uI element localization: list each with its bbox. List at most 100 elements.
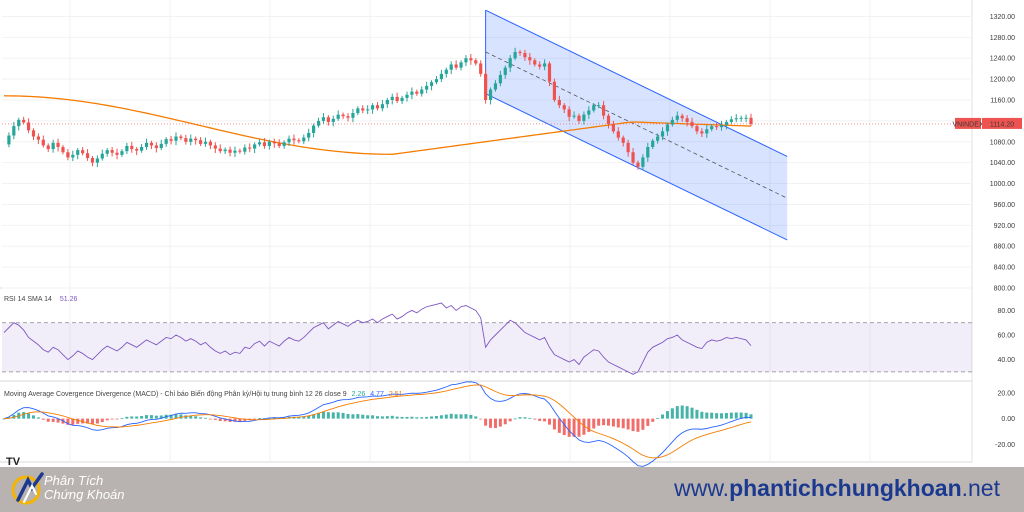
macd-histogram-bar <box>523 417 527 419</box>
macd-histogram-bar <box>592 418 596 429</box>
candle-body <box>41 139 45 146</box>
candle-body <box>12 126 16 136</box>
ticker-label-bg <box>955 117 981 129</box>
macd-histogram-bar <box>120 418 124 420</box>
macd-histogram-bar <box>572 418 576 437</box>
macd-histogram-bar <box>390 415 394 419</box>
candle-body <box>493 83 498 90</box>
candle-body <box>724 121 729 126</box>
macd-histogram-bar <box>376 416 379 419</box>
macd-histogram-bar <box>46 418 50 422</box>
candle-body <box>366 109 370 111</box>
macd-histogram-bar <box>189 415 193 419</box>
macd-histogram-bar <box>749 414 753 419</box>
candle-body <box>292 138 296 141</box>
candle-body <box>656 136 660 141</box>
macd-histogram-bar <box>169 414 173 419</box>
macd-histogram-bar <box>420 417 424 419</box>
macd-histogram-bar <box>577 418 581 437</box>
candle-body <box>262 142 267 146</box>
macd-histogram-bar <box>31 415 35 419</box>
candle-body <box>115 152 119 155</box>
candle-body <box>356 108 360 114</box>
macd-histogram-bar <box>606 418 610 426</box>
candle-body <box>533 60 537 65</box>
macd-histogram-bar <box>110 418 114 420</box>
macd-histogram-bar <box>434 416 438 419</box>
y-tick-label: 800.00 <box>994 286 1016 293</box>
candle-body <box>238 150 242 152</box>
signal-line <box>3 384 752 459</box>
candle-body <box>474 60 478 64</box>
macd-histogram-bar <box>700 411 704 419</box>
website-link[interactable]: www.phantichchungkhoan.net <box>674 475 1000 502</box>
candle-body <box>31 130 36 137</box>
candle-body <box>36 136 41 140</box>
candle-body <box>144 142 149 147</box>
macd-histogram-bar <box>533 418 537 420</box>
candle-body <box>562 105 566 110</box>
candle-body <box>405 94 409 98</box>
candle-body <box>17 119 21 127</box>
macd-histogram-bar <box>56 418 60 423</box>
candle-body <box>385 100 389 105</box>
candle-body <box>685 118 689 122</box>
candle-body <box>302 137 306 142</box>
candle-body <box>184 138 188 142</box>
candle-body <box>498 74 502 84</box>
candle-body <box>26 122 31 131</box>
macd-histogram-bar <box>626 418 630 430</box>
price-panel <box>2 9 972 241</box>
macd-histogram-bar <box>503 418 507 425</box>
candle-body <box>567 109 571 117</box>
candle-body <box>179 136 183 139</box>
macd-histogram-bar <box>410 416 414 419</box>
candle-body <box>587 110 591 115</box>
macd-histogram-bar <box>149 415 153 419</box>
candle-body <box>110 150 114 153</box>
macd-histogram-bar <box>670 408 674 419</box>
macd-histogram-bar <box>513 418 517 420</box>
candle-body <box>149 142 154 146</box>
candle-body <box>710 126 714 130</box>
macd-histogram-bar <box>135 416 139 419</box>
candle-body <box>223 149 227 152</box>
last-value-bg <box>982 117 1022 129</box>
macd-histogram-bar <box>543 418 547 422</box>
candle-body <box>695 126 699 132</box>
candle-body <box>651 140 655 147</box>
macd-histogram-bar <box>351 414 355 419</box>
macd-histogram-bar <box>100 418 104 423</box>
rsi-band <box>2 322 972 372</box>
candle-body <box>557 100 561 106</box>
macd-histogram-bar <box>715 413 719 419</box>
macd-histogram-bar <box>2 418 6 420</box>
macd-histogram-bar <box>557 418 561 433</box>
candle-body <box>714 126 719 128</box>
ticker-label: VNINDEX <box>952 121 983 128</box>
macd-histogram-bar <box>729 412 733 419</box>
candle-body <box>375 105 380 109</box>
macd-histogram-bar <box>12 414 16 419</box>
macd-title: Moving Average Covergence Divergence (MA… <box>4 389 403 398</box>
candle-body <box>135 149 139 151</box>
macd-y-tick-label: 0.00 <box>1001 416 1015 423</box>
macd-histogram-bar <box>675 406 679 419</box>
candle-body <box>719 125 724 128</box>
macd-histogram-bar <box>223 418 227 422</box>
candle-body <box>705 129 709 134</box>
macd-histogram-bar <box>243 418 247 421</box>
rsi-y-tick-label: 80.00 <box>997 308 1015 315</box>
macd-histogram-bar <box>710 412 714 419</box>
candle-body <box>346 116 350 118</box>
candle-body <box>616 131 620 138</box>
macd-histogram-bar <box>130 416 134 419</box>
y-tick-label: 1080.00 <box>990 139 1015 146</box>
candle-body <box>105 150 109 154</box>
candle-body <box>326 117 330 122</box>
candle-body <box>307 132 311 138</box>
candle-body <box>400 97 404 102</box>
macd-histogram-bar <box>464 414 468 419</box>
macd-histogram-bar <box>312 414 316 419</box>
candle-body <box>282 142 286 146</box>
